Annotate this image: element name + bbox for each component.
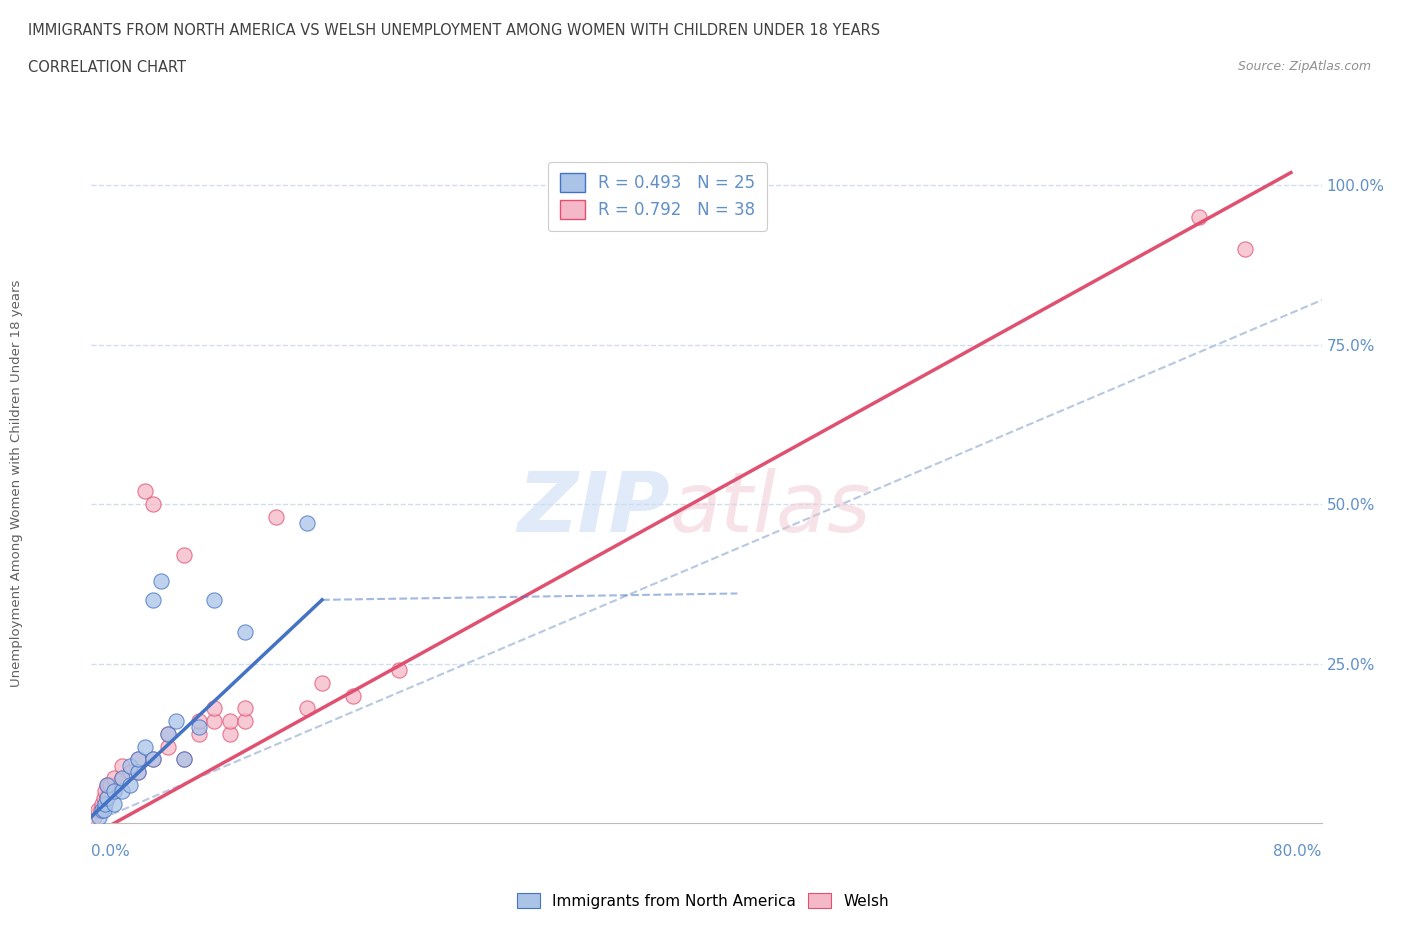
Point [157, 726, 180, 741]
Point [127, 764, 149, 779]
Point [94, 784, 117, 799]
Point [118, 777, 141, 792]
Text: Unemployment Among Women with Children Under 18 years: Unemployment Among Women with Children U… [10, 280, 24, 687]
Point [90, 803, 112, 817]
Text: ZIP: ZIP [517, 468, 669, 549]
Point [111, 771, 134, 786]
Point [103, 784, 125, 799]
Point [98, 777, 121, 792]
Point [264, 510, 287, 525]
Point [1187, 210, 1209, 225]
Point [103, 784, 125, 799]
Point [157, 739, 180, 754]
Point [93, 803, 115, 817]
Point [87, 809, 110, 824]
Point [188, 726, 211, 741]
Point [96, 777, 118, 792]
Legend: Immigrants from North America, Welsh: Immigrants from North America, Welsh [510, 886, 896, 915]
Point [94, 796, 117, 811]
Point [218, 713, 240, 728]
Text: atlas: atlas [669, 468, 872, 549]
Legend: R = 0.493   N = 25, R = 0.792   N = 38: R = 0.493 N = 25, R = 0.792 N = 38 [548, 162, 766, 231]
Point [188, 713, 211, 728]
Point [83, 809, 105, 824]
Point [86, 803, 108, 817]
Point [342, 688, 364, 703]
Point [149, 573, 172, 588]
Point [233, 701, 256, 716]
Text: Source: ZipAtlas.com: Source: ZipAtlas.com [1237, 60, 1371, 73]
Point [91, 803, 114, 817]
Point [91, 796, 114, 811]
Point [202, 592, 225, 607]
Point [111, 771, 134, 786]
Point [188, 720, 211, 735]
Point [96, 790, 118, 805]
Point [311, 675, 333, 690]
Point [233, 713, 256, 728]
Point [134, 739, 156, 754]
Point [202, 701, 225, 716]
Point [127, 751, 149, 766]
Point [142, 592, 165, 607]
Point [103, 796, 125, 811]
Text: CORRELATION CHART: CORRELATION CHART [28, 60, 186, 75]
Point [134, 484, 156, 498]
Point [202, 713, 225, 728]
Point [388, 662, 411, 677]
Point [127, 751, 149, 766]
Point [142, 497, 165, 512]
Point [96, 777, 118, 792]
Point [173, 751, 195, 766]
Text: IMMIGRANTS FROM NORTH AMERICA VS WELSH UNEMPLOYMENT AMONG WOMEN WITH CHILDREN UN: IMMIGRANTS FROM NORTH AMERICA VS WELSH U… [28, 23, 880, 38]
Point [157, 726, 180, 741]
Point [118, 764, 141, 779]
Point [111, 758, 134, 773]
Point [103, 771, 125, 786]
Point [93, 790, 115, 805]
Text: 80.0%: 80.0% [1274, 844, 1322, 858]
Point [165, 713, 187, 728]
Point [1233, 242, 1256, 257]
Point [173, 548, 195, 563]
Text: 0.0%: 0.0% [91, 844, 131, 858]
Point [173, 751, 195, 766]
Point [111, 784, 134, 799]
Point [233, 624, 256, 639]
Point [127, 764, 149, 779]
Point [142, 751, 165, 766]
Point [218, 726, 240, 741]
Point [295, 701, 318, 716]
Point [142, 751, 165, 766]
Point [118, 758, 141, 773]
Point [96, 790, 118, 805]
Point [295, 516, 318, 531]
